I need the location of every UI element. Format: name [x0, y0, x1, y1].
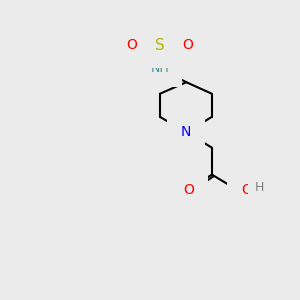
Text: O: O — [127, 38, 137, 52]
Text: O: O — [183, 183, 194, 197]
Text: O: O — [182, 38, 193, 52]
Text: S: S — [155, 38, 165, 53]
Text: N: N — [181, 125, 191, 139]
Text: OH: OH — [241, 183, 262, 197]
Text: H: H — [254, 181, 264, 194]
Text: NH: NH — [151, 62, 169, 75]
